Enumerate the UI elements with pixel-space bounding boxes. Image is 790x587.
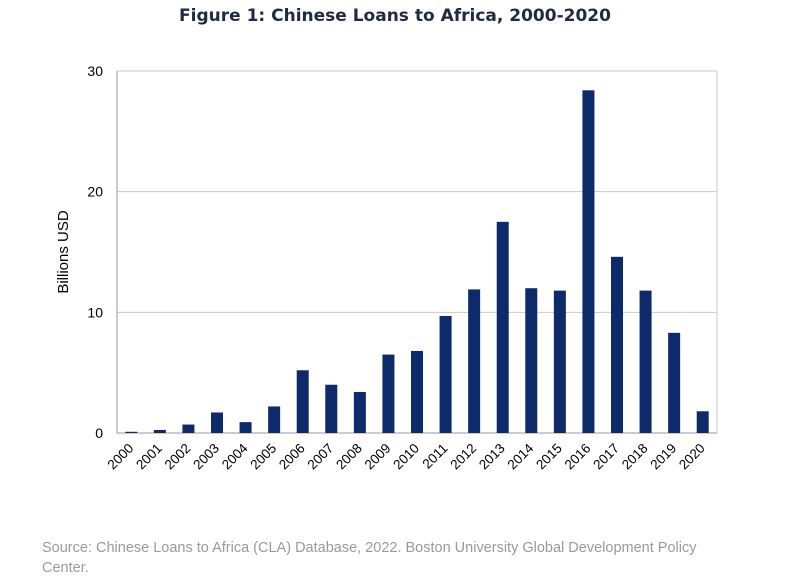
x-tick-label: 2020 (676, 441, 708, 473)
y-tick-label: 30 (87, 63, 103, 79)
x-tick-label: 2017 (590, 441, 622, 473)
bar-2010 (411, 350, 423, 433)
x-tick-label: 2019 (647, 441, 679, 473)
bars (125, 90, 709, 433)
x-tick-label: 2014 (505, 440, 537, 472)
x-tick-label: 2010 (390, 441, 422, 473)
x-tick-label: 2005 (247, 441, 279, 473)
bar-2011 (439, 315, 452, 433)
x-tick-label: 2007 (305, 441, 337, 473)
x-tick-label: 2009 (362, 441, 394, 473)
x-tick-label: 2012 (447, 441, 479, 473)
bar-2004 (239, 422, 252, 433)
bar-2000 (125, 431, 138, 433)
bar-chart: 0102030200020012002200320042005200620072… (55, 63, 718, 473)
bar-2003 (211, 412, 223, 433)
chart-title: Figure 1: Chinese Loans to Africa, 2000-… (179, 6, 611, 26)
y-tick-label: 20 (87, 184, 103, 200)
y-tick-label: 0 (95, 425, 103, 441)
x-tick-label: 2000 (105, 441, 137, 473)
bar-2012 (468, 289, 481, 433)
bar-2001 (153, 429, 166, 433)
x-tick-label: 2011 (420, 441, 451, 472)
x-tick-label: 2004 (219, 440, 251, 472)
bar-2019 (668, 332, 681, 433)
x-tick-label: 2002 (162, 441, 194, 473)
x-tick-label: 2018 (619, 441, 651, 473)
x-tick-label: 2006 (276, 441, 308, 473)
bar-2018 (639, 290, 652, 433)
x-tick-label: 2016 (562, 441, 594, 473)
x-tick-label: 2013 (476, 441, 508, 473)
bar-2009 (382, 354, 395, 433)
x-tick-label: 2015 (533, 441, 565, 473)
bar-2017 (611, 256, 623, 433)
bar-2014 (525, 288, 538, 433)
bar-2015 (553, 290, 566, 433)
x-tick-label: 2008 (333, 441, 365, 473)
y-tick-label: 10 (87, 304, 103, 320)
y-axis-label: Billions USD (55, 210, 72, 294)
bar-2005 (268, 406, 281, 433)
bar-2007 (325, 384, 338, 433)
source-note: Source: Chinese Loans to Africa (CLA) Da… (42, 540, 697, 576)
x-tick-label: 2001 (133, 441, 165, 473)
gridlines (117, 70, 717, 313)
x-tick-label: 2003 (190, 441, 222, 473)
bar-2020 (696, 411, 709, 433)
bar-2013 (496, 221, 509, 433)
bar-2002 (182, 424, 195, 433)
bar-2008 (353, 391, 366, 433)
bar-2016 (582, 90, 595, 433)
bar-2006 (296, 370, 309, 433)
